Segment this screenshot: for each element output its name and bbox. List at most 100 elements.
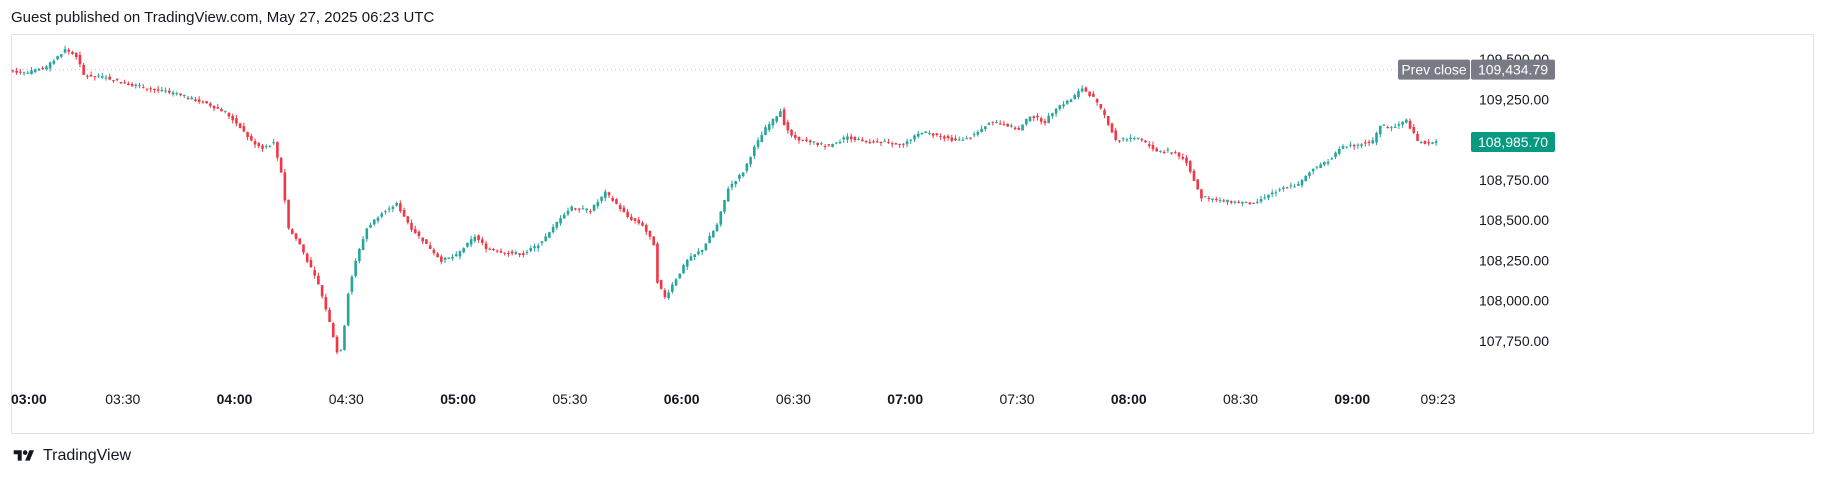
candle-body — [879, 141, 883, 144]
candle-body — [97, 75, 100, 77]
footer-brand[interactable]: TradingView — [43, 447, 132, 464]
candle-body — [1166, 149, 1170, 151]
candle-body — [674, 279, 678, 286]
candle-body — [1215, 198, 1218, 200]
candle-body — [428, 245, 432, 249]
candle-body — [134, 84, 138, 87]
candle-body — [693, 254, 696, 258]
candle-body — [1375, 132, 1378, 143]
candle-body — [976, 132, 980, 135]
candle-body — [1017, 128, 1021, 130]
candle-body — [1364, 142, 1367, 144]
candle-body — [235, 118, 238, 124]
candle-body — [302, 244, 305, 253]
candle-body — [1233, 201, 1237, 203]
candle-body — [1412, 126, 1416, 133]
candle-body — [1051, 113, 1054, 117]
candle-body — [887, 141, 890, 143]
candle-body — [1002, 123, 1006, 125]
candle-body — [943, 136, 946, 139]
candle-body — [1129, 137, 1132, 140]
candle-body — [928, 132, 931, 134]
candle-body — [905, 141, 909, 145]
candle-body — [1121, 138, 1125, 140]
candle-body — [291, 229, 294, 234]
candle-body — [160, 90, 164, 92]
candle-body — [1207, 197, 1211, 199]
time-tick-label: 03:00 — [11, 391, 47, 407]
candle-body — [432, 249, 436, 254]
candle-body — [1118, 140, 1121, 142]
candle-body — [637, 219, 641, 224]
candle-body — [149, 88, 153, 90]
candle-body — [253, 141, 257, 145]
candle-body — [1341, 146, 1345, 149]
candle-body — [294, 233, 298, 239]
candle-body — [689, 256, 693, 261]
candle-body — [194, 99, 197, 102]
time-tick-label: 03:30 — [105, 391, 140, 407]
candle-body — [633, 218, 637, 221]
candle-body — [1270, 192, 1274, 195]
candle-body — [48, 62, 52, 69]
candle-body — [916, 133, 920, 137]
candle-body — [1427, 142, 1430, 144]
candle-body — [659, 280, 663, 289]
candle-body — [715, 224, 719, 232]
candle-body — [264, 146, 268, 148]
candle-body — [190, 97, 194, 100]
candle-body — [380, 213, 384, 217]
candle-body — [52, 60, 56, 64]
candle-body — [1203, 196, 1207, 198]
candle-body — [1181, 156, 1185, 159]
candle-body — [786, 122, 790, 131]
prev-close-value-badge — [1471, 59, 1555, 80]
candle-body — [19, 71, 22, 73]
candle-body — [946, 136, 950, 139]
candle-body — [965, 138, 968, 140]
candle-body — [1293, 186, 1296, 188]
candle-body — [156, 89, 160, 91]
candle-body — [995, 122, 998, 124]
candle-body — [1222, 200, 1226, 202]
candle-body — [987, 123, 991, 125]
candle-body — [324, 297, 328, 310]
tradingview-logo-icon[interactable] — [11, 448, 37, 464]
candle-body — [108, 76, 112, 80]
candle-body — [607, 192, 611, 196]
candle-body — [682, 265, 685, 274]
candle-body — [1125, 139, 1129, 141]
candle-body — [78, 54, 82, 65]
candle-body — [1237, 201, 1240, 203]
candle-body — [745, 163, 749, 171]
candle-body — [902, 143, 905, 145]
candle-body — [741, 172, 745, 177]
candle-body — [1155, 148, 1158, 152]
candle-body — [127, 83, 130, 86]
candle-body — [1319, 164, 1322, 169]
candle-body — [931, 133, 935, 136]
candle-body — [503, 252, 506, 254]
candle-body — [1147, 144, 1151, 147]
candle-body — [346, 293, 350, 326]
candle-body — [1289, 185, 1293, 187]
candle-body — [570, 206, 574, 211]
candle-body — [182, 94, 186, 96]
candle-body — [920, 132, 924, 135]
candle-body — [447, 257, 451, 259]
candle-body — [406, 216, 410, 223]
candle-body — [1405, 119, 1408, 123]
time-tick-label: 07:00 — [887, 391, 923, 407]
candle-body — [100, 76, 104, 78]
candle-body — [1177, 152, 1181, 157]
candle-body — [872, 141, 875, 143]
candle-body — [518, 253, 521, 255]
candle-body — [26, 72, 30, 74]
candle-body — [909, 139, 913, 141]
candle-body — [618, 205, 622, 209]
candle-body — [197, 99, 201, 102]
candle-body — [1013, 127, 1017, 130]
candle-body — [466, 242, 469, 247]
candle-body — [320, 285, 324, 297]
